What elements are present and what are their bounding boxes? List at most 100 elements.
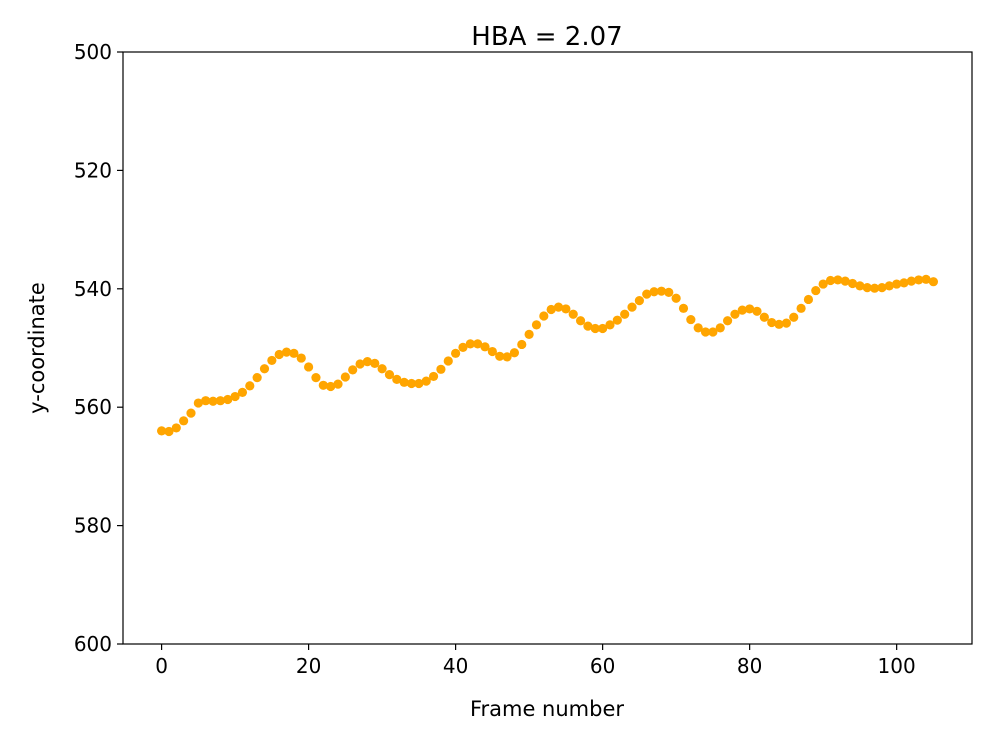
data-point: [517, 339, 527, 350]
data-point: [656, 286, 667, 296]
data-point: [384, 370, 395, 380]
data-point: [237, 387, 248, 397]
data-points: [156, 274, 939, 437]
data-point: [509, 348, 520, 358]
data-point: [892, 279, 902, 289]
data-point: [598, 323, 608, 334]
data-point: [318, 380, 328, 390]
data-point: [193, 398, 203, 408]
data-point: [928, 277, 939, 287]
data-point: [708, 327, 718, 337]
data-point: [612, 315, 622, 325]
data-point: [164, 426, 174, 437]
data-point: [230, 391, 240, 402]
data-point: [428, 371, 439, 382]
data-point: [649, 287, 659, 297]
data-point: [458, 342, 468, 353]
data-point: [700, 327, 711, 337]
data-point: [818, 279, 828, 289]
data-point: [752, 306, 762, 316]
data-point: [208, 396, 218, 406]
y-axis-label: y-coordinate: [25, 282, 49, 414]
data-point: [840, 276, 850, 286]
data-point: [348, 365, 358, 375]
data-point: [487, 346, 497, 357]
data-point: [884, 281, 894, 291]
data-point: [370, 358, 380, 368]
x-axis-label: Frame number: [470, 697, 624, 721]
data-point: [304, 362, 314, 372]
data-point: [833, 275, 843, 285]
data-point: [686, 314, 696, 325]
data-point: [605, 320, 615, 330]
x-tick-label: 0: [155, 654, 168, 678]
data-point: [590, 323, 600, 334]
data-point: [796, 303, 806, 313]
data-point: [642, 289, 652, 299]
data-point: [443, 356, 453, 366]
plot-area: 0 20 40 60 80 100 500 520 540 560 580 600: [74, 40, 973, 678]
data-point: [759, 312, 769, 322]
data-point: [311, 373, 321, 383]
data-point: [171, 423, 181, 433]
data-point: [921, 274, 931, 284]
data-point: [847, 278, 858, 289]
data-point: [546, 304, 556, 315]
data-point: [201, 396, 211, 406]
data-point: [634, 296, 644, 306]
y-tick-label: 600: [74, 632, 112, 656]
data-point: [877, 283, 887, 293]
data-point: [414, 378, 424, 389]
data-point: [274, 349, 284, 360]
data-point: [245, 381, 255, 391]
data-point: [480, 342, 490, 352]
data-point: [678, 303, 689, 313]
data-point: [259, 364, 270, 374]
data-point: [627, 302, 637, 312]
data-point: [722, 316, 733, 326]
data-point: [745, 304, 755, 314]
data-point: [465, 339, 475, 349]
data-point: [767, 317, 777, 328]
y-tick-label: 500: [74, 40, 112, 64]
data-point: [502, 352, 512, 362]
data-point: [340, 372, 350, 382]
data-point: [870, 283, 880, 293]
y-axis-ticks: 500 520 540 560 580 600: [74, 40, 123, 656]
y-tick-label: 560: [74, 395, 112, 419]
x-tick-label: 60: [590, 654, 615, 678]
data-point: [406, 378, 417, 389]
data-point: [362, 357, 373, 367]
data-point: [539, 311, 549, 321]
data-point: [252, 373, 262, 383]
data-point: [296, 353, 306, 363]
x-tick-label: 20: [296, 654, 321, 678]
data-point: [451, 348, 461, 358]
data-point: [664, 287, 674, 297]
data-point: [281, 347, 292, 357]
data-point: [899, 278, 909, 288]
data-point: [862, 283, 872, 293]
data-point: [399, 377, 409, 387]
data-point: [583, 321, 593, 331]
data-point: [825, 275, 836, 286]
data-point: [575, 316, 586, 326]
data-point: [186, 408, 196, 418]
data-point: [333, 379, 343, 389]
chart-title: HBA = 2.07: [471, 22, 622, 52]
data-point: [620, 309, 630, 319]
data-point: [179, 416, 189, 426]
data-point: [671, 293, 681, 303]
y-tick-label: 520: [74, 158, 112, 182]
data-point: [267, 355, 277, 366]
data-point: [553, 302, 564, 312]
data-point: [811, 285, 821, 296]
data-point: [730, 309, 740, 319]
data-point: [436, 364, 446, 374]
data-point: [215, 396, 225, 406]
data-point: [781, 318, 791, 328]
data-point: [421, 376, 431, 386]
data-point: [531, 320, 542, 330]
